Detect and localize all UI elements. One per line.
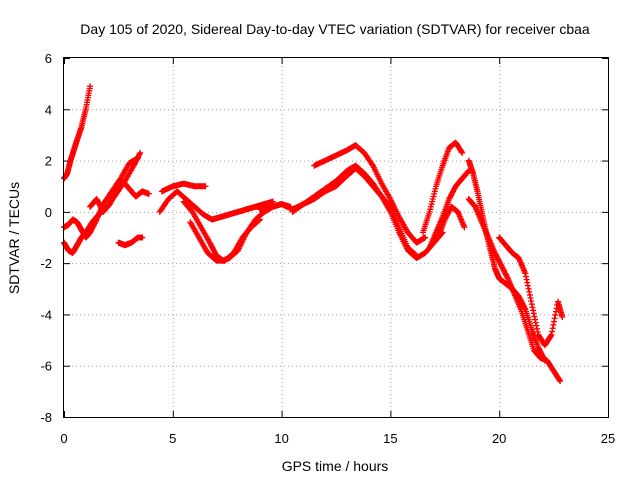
series-arc-q xyxy=(465,196,564,385)
data-point xyxy=(551,318,558,325)
data-point xyxy=(528,301,535,308)
series-arc-c xyxy=(61,155,141,241)
data-points xyxy=(61,83,566,385)
data-point xyxy=(137,149,144,156)
data-point xyxy=(255,217,262,224)
y-tick-label: -8 xyxy=(40,410,52,425)
data-point xyxy=(145,190,152,197)
data-point xyxy=(422,234,429,241)
y-tick-label: -2 xyxy=(40,256,52,271)
y-tick-label: 6 xyxy=(45,51,52,66)
x-tick-label: 0 xyxy=(60,431,67,446)
x-tick-label: 10 xyxy=(274,431,288,446)
series-arc-h xyxy=(158,180,209,195)
x-tick-label: 5 xyxy=(169,431,176,446)
data-point xyxy=(548,331,555,338)
y-tick-label: 0 xyxy=(45,205,52,220)
series-arc-f xyxy=(156,188,276,223)
data-point xyxy=(458,148,465,155)
data-point xyxy=(134,155,141,162)
data-point xyxy=(550,321,557,328)
y-tick-label: 4 xyxy=(45,102,52,117)
x-tick-labels: 0 5 10 15 20 25 xyxy=(60,431,615,446)
data-point xyxy=(522,270,529,277)
series-arc-o xyxy=(435,203,468,241)
data-point xyxy=(459,149,466,156)
series-arc-i xyxy=(187,216,263,264)
data-point xyxy=(526,291,533,298)
series-arc-k xyxy=(311,142,429,246)
data-point xyxy=(529,304,536,311)
y-tick-label: -6 xyxy=(40,359,52,374)
series-arc-e xyxy=(115,234,146,249)
data-point xyxy=(552,311,559,318)
data-point xyxy=(532,319,539,326)
data-point xyxy=(557,378,564,385)
data-point xyxy=(527,295,534,302)
data-point xyxy=(549,328,556,335)
x-tick-label: 25 xyxy=(601,431,615,446)
data-point xyxy=(547,332,554,339)
chart-title: Day 105 of 2020, Sidereal Day-to-day VTE… xyxy=(80,21,590,37)
data-point xyxy=(524,279,531,286)
data-point xyxy=(256,216,263,223)
data-point xyxy=(523,276,530,283)
data-point xyxy=(504,274,511,281)
data-point xyxy=(524,282,531,289)
y-tick-label: 2 xyxy=(45,154,52,169)
data-point xyxy=(533,322,540,329)
data-point xyxy=(139,234,146,241)
x-tick-label: 20 xyxy=(492,431,506,446)
data-point xyxy=(549,325,556,332)
series-arc-m xyxy=(420,139,466,236)
series-arc-a xyxy=(61,83,94,182)
plot-frame xyxy=(63,57,609,418)
y-axis-title: SDTVAR / TECUs xyxy=(6,182,22,294)
data-point xyxy=(528,298,535,305)
data-point xyxy=(87,83,94,90)
data-point xyxy=(525,285,532,292)
data-point xyxy=(552,308,559,315)
data-point xyxy=(534,325,541,332)
data-point xyxy=(202,183,209,190)
data-point xyxy=(369,161,376,168)
data-point xyxy=(556,377,563,384)
data-point xyxy=(559,313,566,320)
y-tick-labels: -8 -6 -4 -2 0 2 4 6 xyxy=(40,51,52,425)
data-point xyxy=(92,217,99,224)
data-point xyxy=(522,273,529,280)
data-point xyxy=(534,328,541,335)
series-arc-d xyxy=(87,178,152,215)
series-arc-p xyxy=(465,157,548,364)
data-point xyxy=(532,316,539,323)
grid xyxy=(64,58,608,417)
data-point xyxy=(531,313,538,320)
x-axis-title: GPS time / hours xyxy=(282,458,389,474)
data-point xyxy=(530,307,537,314)
data-point xyxy=(461,224,468,231)
data-point xyxy=(526,288,533,295)
data-point xyxy=(551,315,558,322)
x-tick-label: 15 xyxy=(383,431,397,446)
y-tick-label: -4 xyxy=(40,307,52,322)
data-point xyxy=(136,151,143,158)
axis-ticks xyxy=(64,58,609,418)
series-arc-r xyxy=(496,234,566,349)
data-point xyxy=(530,310,537,317)
